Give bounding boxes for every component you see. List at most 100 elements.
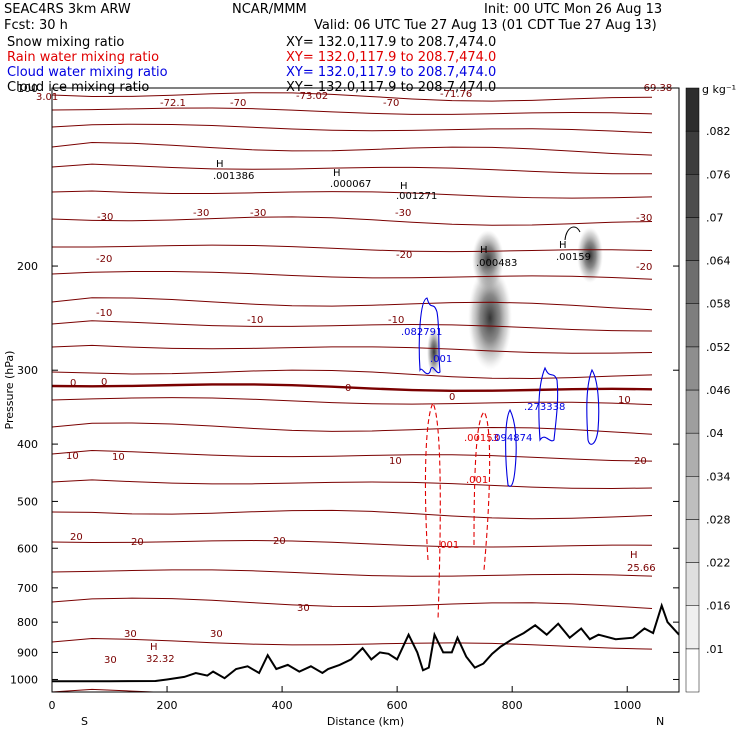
x-tick-label: 600	[387, 699, 408, 712]
colorbar-label: .028	[706, 513, 731, 526]
temperature-contour-label: -30	[636, 213, 652, 224]
y-tick-label: 400	[17, 438, 38, 451]
temperature-contour-label: -71.76	[440, 89, 472, 100]
x-tick-label: 0	[49, 699, 56, 712]
cloud-water-label: .094874	[491, 433, 532, 444]
x-tick-label: 200	[157, 699, 178, 712]
colorbar-swatch	[685, 130, 700, 175]
cloud-water-label: .082791	[401, 327, 442, 338]
field-xy-snow: XY= 132.0,117.9 to 208.7,474.0	[286, 35, 497, 50]
temperature-contour-label: 30	[297, 603, 310, 614]
colorbar-swatch	[685, 260, 700, 304]
rain-contour-label: .001	[437, 540, 459, 551]
isotherm-line	[52, 569, 653, 577]
cloud-water-label: .001	[430, 354, 452, 365]
field-name-cloud-water: Cloud water mixing ratio	[7, 65, 168, 80]
colorbar-label: .07	[706, 211, 724, 224]
cloud-water-contour	[505, 408, 517, 487]
colorbar-label: .016	[706, 600, 731, 613]
y-tick-label: 700	[17, 582, 38, 595]
temperature-contour-label: 30	[210, 629, 223, 640]
temperature-contour-label: 3.01	[36, 92, 58, 103]
max-marker: H	[480, 245, 488, 256]
terrain-line	[52, 602, 680, 683]
max-value-label: .00159	[556, 252, 591, 263]
max-value-label: 32.32	[146, 654, 175, 665]
plot-frame	[51, 87, 680, 693]
isotherm-line	[52, 123, 653, 134]
isotherm-line	[52, 107, 653, 115]
y-tick-label: 900	[17, 646, 38, 659]
field-name-snow: Snow mixing ratio	[7, 35, 125, 50]
center-label: NCAR/MMM	[232, 2, 307, 17]
temperature-contour-label: -20	[636, 262, 652, 273]
colorbar-label: .04	[706, 427, 724, 440]
temperature-contour-label: -73.02	[296, 91, 328, 102]
temperature-contours	[52, 92, 653, 692]
colorbar-label: .034	[706, 470, 731, 483]
temperature-contour-label: -30	[193, 208, 209, 219]
cloud-water-label: .273338	[524, 402, 565, 413]
colorbar-swatch	[685, 217, 700, 261]
y-tick-label: 600	[17, 542, 38, 555]
max-marker: H	[559, 240, 567, 251]
temperature-contour-label: 10	[389, 456, 402, 467]
cloud-water-contour	[586, 368, 600, 445]
temperature-contour-label: -30	[97, 212, 113, 223]
temperature-contour-label: 30	[124, 629, 137, 640]
y-tick-label: 200	[17, 260, 38, 273]
max-value-label: .001271	[396, 191, 437, 202]
temperature-contour-label: 0	[449, 392, 455, 403]
snow-shade-cell	[577, 227, 603, 283]
max-marker: H	[630, 550, 638, 561]
y-tick-label: 500	[17, 495, 38, 508]
isotherm-line	[52, 383, 653, 392]
colorbar-swatch	[685, 432, 700, 477]
isotherm-line	[52, 297, 653, 311]
forecast-hour: Fcst: 30 h	[4, 18, 68, 33]
colorbar-label: .064	[706, 255, 731, 268]
y-tick-label: 100	[17, 82, 38, 95]
model-title: SEAC4RS 3km ARW	[4, 2, 131, 17]
colorbar-swatch	[685, 562, 700, 606]
y-tick-label: 300	[17, 364, 38, 377]
colorbar-label: .01	[706, 643, 724, 656]
temperature-contour-label: 0	[70, 378, 76, 389]
isotherm-line	[52, 320, 653, 332]
colorbar-swatch	[685, 346, 700, 391]
temperature-contour-label: 20	[634, 456, 647, 467]
isotherm-line	[52, 163, 653, 175]
rain-contour-label: .001	[466, 475, 488, 486]
x-tick-label: 800	[502, 699, 523, 712]
colorbar-swatch	[685, 389, 700, 434]
max-value-label: .000483	[476, 258, 517, 269]
temperature-contour-label: 10	[66, 451, 79, 462]
rain-contour-label: .00153	[464, 433, 499, 444]
isotherm-line	[52, 344, 653, 354]
isotherm-line	[52, 509, 653, 520]
colorbar-label: .046	[706, 384, 731, 397]
colorbar-swatch	[685, 303, 700, 348]
cloud-ice-contours	[564, 226, 581, 241]
temperature-contour-label: -30	[395, 208, 411, 219]
temperature-contour-label: -20	[396, 250, 412, 261]
isotherm-line	[52, 190, 653, 199]
temperature-contour-label: -72.1	[160, 98, 186, 109]
snow-shading	[427, 227, 603, 376]
cloud-water-contours	[418, 297, 600, 487]
temperature-contour-label: 0	[101, 377, 107, 388]
isotherm-line	[52, 369, 653, 379]
temperature-contour-label: -70	[383, 98, 399, 109]
rain-contour	[424, 401, 441, 621]
y-tick-label: 800	[17, 616, 38, 629]
temperature-contour-label: 30	[104, 655, 117, 666]
temperature-contour-label: -20	[96, 254, 112, 265]
max-value-label: .001386	[213, 171, 254, 182]
colorbar: .01 .016 .022 .028 .034 .04 .046 .052 .058 .064 .0…	[685, 83, 736, 693]
temperature-contour-label: 20	[131, 537, 144, 548]
cloud-water-contour	[538, 366, 559, 442]
isotherm-line	[52, 637, 653, 650]
colorbar-label: .022	[706, 557, 731, 570]
